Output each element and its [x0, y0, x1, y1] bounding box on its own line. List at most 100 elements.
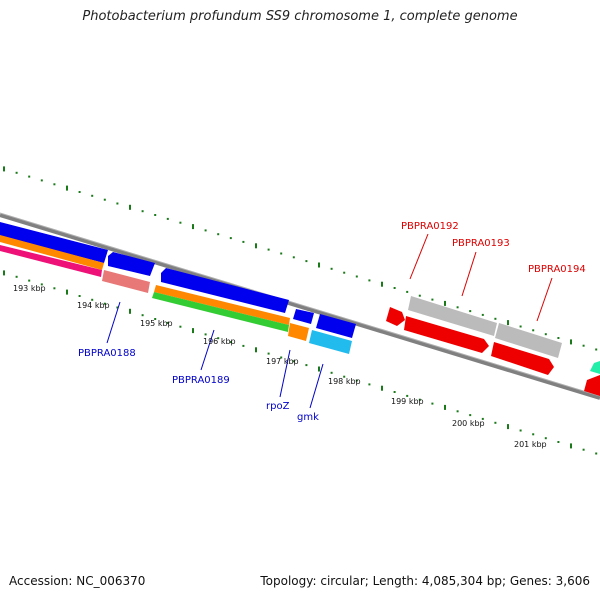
- backbone-line: [0, 213, 600, 400]
- minor-tick: [519, 325, 522, 328]
- scale-label-200: 200 kbp: [452, 419, 485, 428]
- genome-summary: Topology: circular; Length: 4,085,304 bp…: [260, 574, 590, 588]
- gene-arrow[interactable]: [154, 285, 290, 325]
- leader-line: [106, 301, 121, 344]
- minor-tick: [229, 237, 232, 240]
- minor-tick: [179, 221, 182, 224]
- minor-tick: [469, 414, 472, 417]
- gene-label-pbpra0188[interactable]: PBPRA0188: [78, 348, 136, 359]
- minor-tick: [532, 433, 535, 436]
- minor-tick: [217, 337, 220, 340]
- map-title: Photobacterium profundum SS9 chromosome …: [82, 9, 518, 24]
- gene-arrow[interactable]: [288, 323, 309, 341]
- minor-tick: [355, 379, 358, 382]
- minor-tick: [481, 417, 484, 420]
- minor-tick: [582, 448, 585, 451]
- minor-tick: [204, 333, 207, 336]
- major-tick: [570, 339, 572, 345]
- major-tick: [192, 224, 194, 230]
- gene-label-rpoz[interactable]: rpoZ: [266, 401, 290, 412]
- gene-arrow[interactable]: [408, 296, 497, 336]
- leader-line: [461, 251, 477, 297]
- gene-label-pbpra0193[interactable]: PBPRA0193: [452, 238, 510, 249]
- gene-arrow[interactable]: [495, 323, 562, 358]
- minor-tick: [456, 410, 459, 413]
- minor-tick: [519, 429, 522, 432]
- scale-labels: 193 kbp 194 kbp 195 kbp 196 kbp 197 kbp …: [13, 284, 547, 449]
- gene-labels: PBPRA0188 PBPRA0189 rpoZ gmk PBPRA0192 P…: [78, 221, 586, 423]
- minor-tick: [431, 298, 434, 301]
- minor-tick: [330, 371, 333, 374]
- scale-label-193: 193 kbp: [13, 284, 46, 293]
- minor-tick: [40, 283, 43, 286]
- gene-label-gmk[interactable]: gmk: [297, 412, 319, 423]
- minor-tick: [280, 356, 283, 359]
- major-tick: [444, 300, 446, 306]
- minor-tick: [116, 306, 119, 309]
- minor-tick: [179, 325, 182, 328]
- leader-line: [200, 329, 215, 371]
- minor-tick: [166, 321, 169, 324]
- minor-tick: [28, 175, 31, 178]
- minor-tick: [229, 341, 232, 344]
- minor-tick: [53, 287, 56, 290]
- minor-tick: [141, 314, 144, 317]
- major-tick: [507, 320, 509, 326]
- minor-tick: [355, 275, 358, 278]
- minor-tick: [544, 437, 547, 440]
- minor-tick: [15, 275, 18, 278]
- gene-arrow[interactable]: [0, 235, 104, 270]
- minor-tick: [368, 383, 371, 386]
- gene-arrow[interactable]: [102, 270, 150, 293]
- gene-label-pbpra0194[interactable]: PBPRA0194: [528, 264, 586, 275]
- major-tick: [129, 308, 131, 314]
- scale-label-199: 199 kbp: [391, 397, 424, 406]
- minor-tick: [557, 441, 560, 443]
- minor-tick: [78, 191, 81, 193]
- minor-tick: [544, 333, 547, 336]
- minor-tick: [595, 348, 598, 351]
- gene-arrow[interactable]: [161, 268, 289, 313]
- gene-arrow[interactable]: [108, 252, 155, 276]
- minor-tick: [267, 248, 270, 251]
- minor-tick: [305, 260, 308, 263]
- minor-tick: [418, 398, 421, 401]
- minor-tick: [242, 240, 245, 243]
- gene-arrow[interactable]: [152, 292, 289, 332]
- minor-tick: [292, 256, 295, 259]
- minor-tick: [116, 202, 119, 205]
- gene-arrow[interactable]: [316, 314, 356, 338]
- minor-tick: [91, 298, 94, 301]
- minor-tick: [103, 302, 106, 305]
- scale-label-194: 194 kbp: [77, 301, 110, 310]
- minor-tick: [532, 329, 535, 332]
- minor-tick: [15, 171, 18, 174]
- minor-tick: [582, 344, 585, 347]
- minor-tick: [154, 318, 157, 320]
- minor-tick: [406, 394, 409, 397]
- gene-arrow[interactable]: [309, 330, 352, 354]
- major-tick: [507, 424, 509, 430]
- minor-tick: [280, 252, 283, 255]
- gene-label-pbpra0192[interactable]: PBPRA0192: [401, 221, 459, 232]
- minor-tick: [431, 402, 434, 405]
- gene-arrow[interactable]: [0, 245, 102, 277]
- gene-arrow[interactable]: [386, 307, 405, 326]
- scale-label-196: 196 kbp: [203, 337, 236, 346]
- gene-arrow[interactable]: [293, 309, 314, 324]
- minor-tick: [91, 194, 94, 197]
- leader-line: [309, 363, 324, 409]
- gene-arrow[interactable]: [491, 342, 554, 375]
- scale-label-195: 195 kbp: [140, 319, 173, 328]
- minor-tick: [267, 352, 270, 355]
- gene-arrow[interactable]: [404, 316, 489, 353]
- minor-tick: [305, 364, 308, 367]
- gene-label-pbpra0189[interactable]: PBPRA0189: [172, 375, 230, 386]
- gene-arrow[interactable]: [0, 222, 108, 263]
- minor-tick: [343, 375, 346, 378]
- gene-arrow[interactable]: [584, 375, 600, 396]
- minor-tick: [393, 287, 396, 289]
- minor-tick: [393, 391, 396, 393]
- gene-arrow[interactable]: [590, 361, 600, 374]
